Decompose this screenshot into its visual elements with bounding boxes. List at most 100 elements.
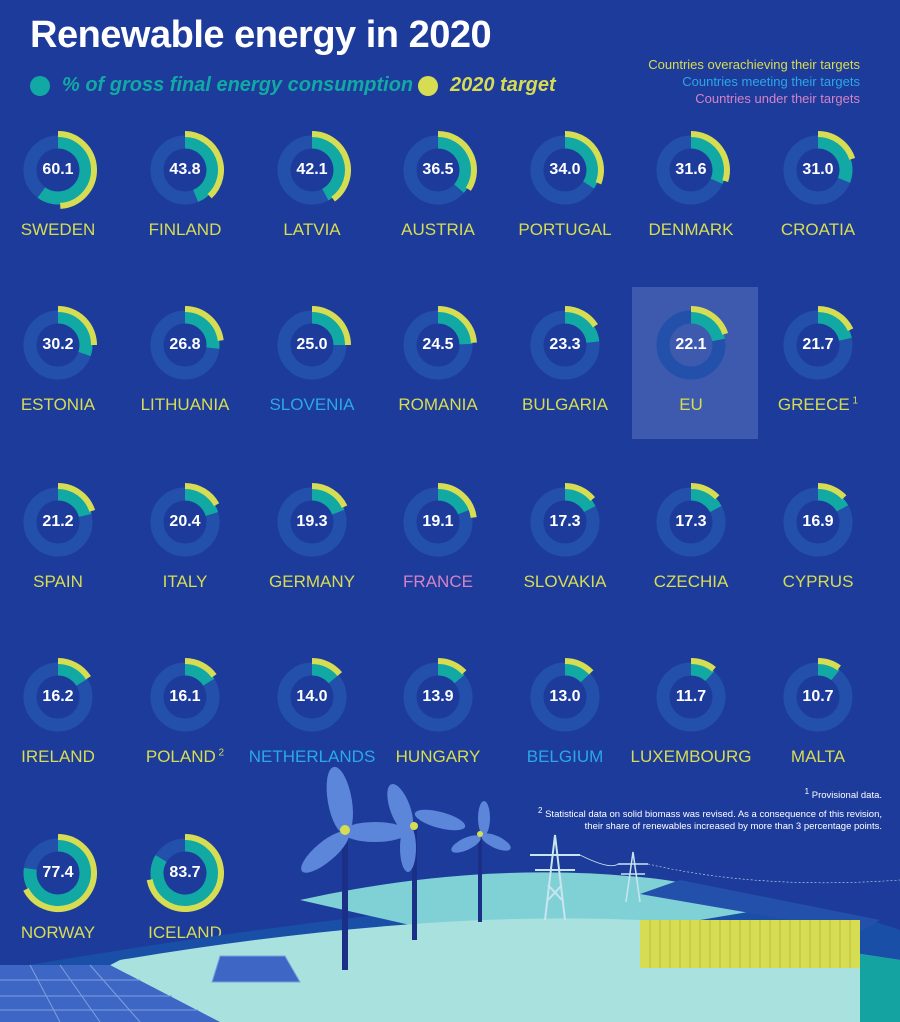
status-legend-over: Countries overachieving their targets (648, 57, 860, 72)
country-label: IRELAND (0, 747, 131, 767)
country-name: LITHUANIA (140, 395, 230, 414)
power-line-2 (647, 863, 900, 884)
wind-turbine-2 (387, 783, 466, 940)
value-label: 19.1 (422, 513, 454, 530)
donut-latvia: 42.1 LATVIA (249, 130, 375, 280)
pylon-2 (618, 851, 648, 903)
country-label: ROMANIA (365, 395, 511, 415)
country-name: ESTONIA (20, 395, 96, 414)
donut-ring-slovakia (530, 483, 600, 557)
country-name: HUNGARY (395, 747, 481, 766)
country-label: BELGIUM (492, 747, 638, 767)
share-arc (311, 135, 347, 201)
target-arc (57, 658, 91, 680)
country-label: SWEDEN (0, 220, 131, 240)
share-arc (437, 310, 473, 345)
share-arc (311, 487, 345, 515)
target-arc (437, 131, 477, 191)
legend-share: % of gross final energy consumption (30, 74, 413, 97)
value-label: 60.1 (42, 161, 74, 178)
donut-ring-sweden (23, 131, 97, 209)
country-name: CROATIA (780, 220, 856, 239)
wind-turbine-1 (301, 766, 407, 970)
value-label: 22.1 (675, 336, 707, 353)
donut-ring-poland (150, 658, 220, 732)
value-label: 10.7 (802, 688, 834, 705)
donut-ring-bulgaria (530, 306, 600, 380)
value-label: 20.4 (169, 513, 201, 530)
share-arc (690, 487, 722, 513)
donut-croatia: 31.0 CROATIA (755, 130, 881, 280)
country-label: LITHUANIA (112, 395, 258, 415)
donut-ring-malta (783, 658, 853, 732)
donut-ring-finland (150, 131, 224, 205)
target-arc (311, 658, 343, 677)
country-name: NORWAY (20, 923, 96, 942)
donut-portugal: 34.0 PORTUGAL (502, 130, 628, 280)
donut-france: 19.1 FRANCE (375, 482, 501, 632)
value-label: 16.9 (802, 513, 834, 530)
share-arc (817, 310, 852, 342)
donut-slovenia: 25.0 SLOVENIA (249, 305, 375, 455)
status-legend-under: Countries under their targets (695, 91, 860, 106)
target-arc (564, 483, 596, 502)
country-label: ESTONIA (0, 395, 131, 415)
target-arc (690, 658, 716, 672)
legend-share-label: % of gross final energy consumption (62, 74, 414, 96)
country-label: ICELAND (112, 923, 258, 943)
legend-target-label: 2020 target (450, 74, 556, 96)
target-arc (311, 306, 351, 346)
donut-finland: 43.8 FINLAND (122, 130, 248, 280)
power-line (579, 854, 619, 867)
country-label: GREECE 1 (745, 395, 891, 415)
value-label: 34.0 (549, 161, 581, 178)
donut-austria: 36.5 AUSTRIA (375, 130, 501, 280)
footnote-1: 1 Provisional data. (805, 786, 882, 802)
value-label: 17.3 (675, 513, 707, 530)
share-arc (564, 135, 600, 189)
country-name: AUSTRIA (401, 220, 475, 239)
target-arc (184, 131, 224, 199)
country-name: POLAND (145, 747, 216, 766)
donut-norway: 77.4 NORWAY (0, 833, 121, 983)
donut-malta: 10.7 MALTA (755, 657, 881, 807)
country-name: BELGIUM (526, 747, 604, 766)
country-label: CYPRUS (745, 572, 891, 592)
share-arc (57, 487, 92, 518)
target-arc (690, 483, 720, 500)
country-label: EU (618, 395, 764, 415)
value-label: 21.7 (802, 336, 834, 353)
footnote-2-line2: their share of renewables increased by m… (584, 821, 882, 833)
donut-luxembourg: 11.7 LUXEMBOURG (628, 657, 754, 807)
value-label: 31.0 (802, 161, 834, 178)
value-label: 77.4 (42, 864, 74, 881)
donut-iceland: 83.7 ICELAND (122, 833, 248, 983)
pylon-1 (530, 834, 580, 921)
share-arc (184, 310, 220, 349)
share-arc (690, 662, 715, 682)
wind-turbine-3 (451, 801, 511, 922)
country-label: ITALY (112, 572, 258, 592)
donut-netherlands: 14.0 NETHERLANDS (249, 657, 375, 807)
donut-cyprus: 16.9 CYPRUS (755, 482, 881, 632)
country-label: BULGARIA (492, 395, 638, 415)
share-arc (690, 135, 726, 184)
value-label: 13.0 (549, 688, 581, 705)
country-label: SPAIN (0, 572, 131, 592)
share-arc (817, 662, 840, 681)
share-arc (184, 662, 215, 686)
footnote-2: 2 Statistical data on solid biomass was … (538, 805, 882, 833)
donut-spain: 21.2 SPAIN (0, 482, 121, 632)
country-name: SWEDEN (20, 220, 96, 239)
footnote-2-mark: 2 (538, 806, 543, 815)
country-name: FINLAND (148, 220, 222, 239)
donut-ring-hungary (403, 658, 473, 732)
target-arc (817, 131, 856, 160)
status-legend-meeting: Countries meeting their targets (682, 74, 860, 89)
donut-ring-latvia (277, 131, 351, 205)
share-arc (817, 135, 853, 183)
share-arc (817, 487, 849, 512)
target-arc (437, 658, 467, 675)
donut-slovakia: 17.3 SLOVAKIA (502, 482, 628, 632)
